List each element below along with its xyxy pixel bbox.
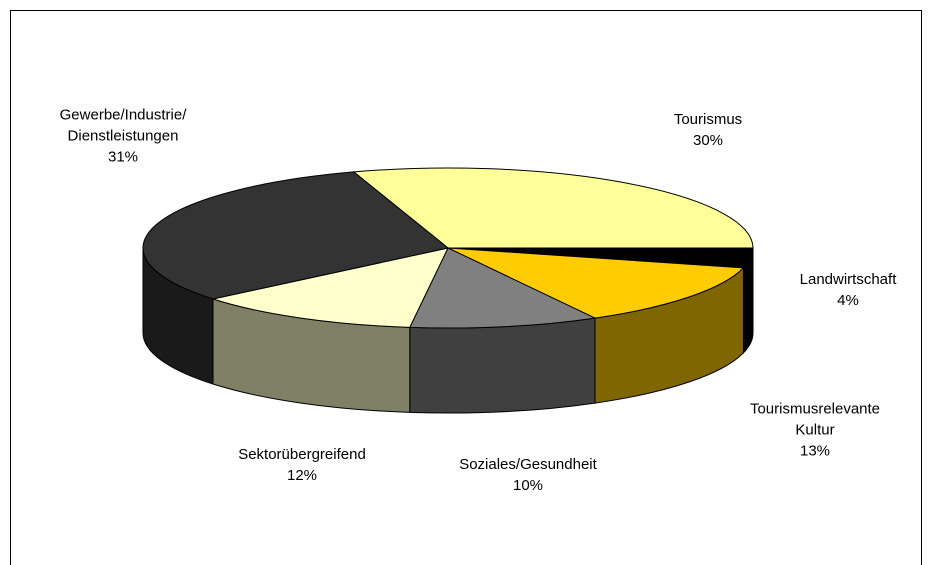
slice-value: 30% <box>692 132 724 149</box>
slice-value: 10% <box>512 477 544 494</box>
slice-value: 4% <box>837 292 859 309</box>
slice-name: Tourismus <box>673 111 743 128</box>
pie-slice <box>211 247 449 328</box>
pie-side <box>409 317 596 414</box>
slice-name: Soziales/Gesundheit <box>459 456 597 473</box>
slice-name: Tourismusrelevante Kultur <box>749 400 881 439</box>
slice-name: Sektorübergreifend <box>238 446 366 463</box>
pie-slice <box>352 167 754 249</box>
slice-value: 13% <box>799 442 831 460</box>
slice-label: Landwirtschaft 4% <box>800 269 897 311</box>
slice-label: Soziales/Gesundheit 10% <box>459 454 597 496</box>
slice-label: Tourismus 30% <box>674 109 742 151</box>
pie-slice <box>408 247 597 329</box>
pie-slice <box>142 171 450 300</box>
pie-slice <box>447 247 745 319</box>
slice-label: Sektorübergreifend 12% <box>238 444 366 486</box>
slice-value: 31% <box>107 148 139 166</box>
slice-name: Landwirtschaft <box>799 271 897 288</box>
slice-label: Tourismusrelevante Kultur 13% <box>750 399 880 462</box>
slice-value: 12% <box>286 467 318 484</box>
slice-name: Gewerbe/Industrie/ Dienstleistungen <box>59 106 187 145</box>
slice-label: Gewerbe/Industrie/ Dienstleistungen 31% <box>60 105 187 168</box>
